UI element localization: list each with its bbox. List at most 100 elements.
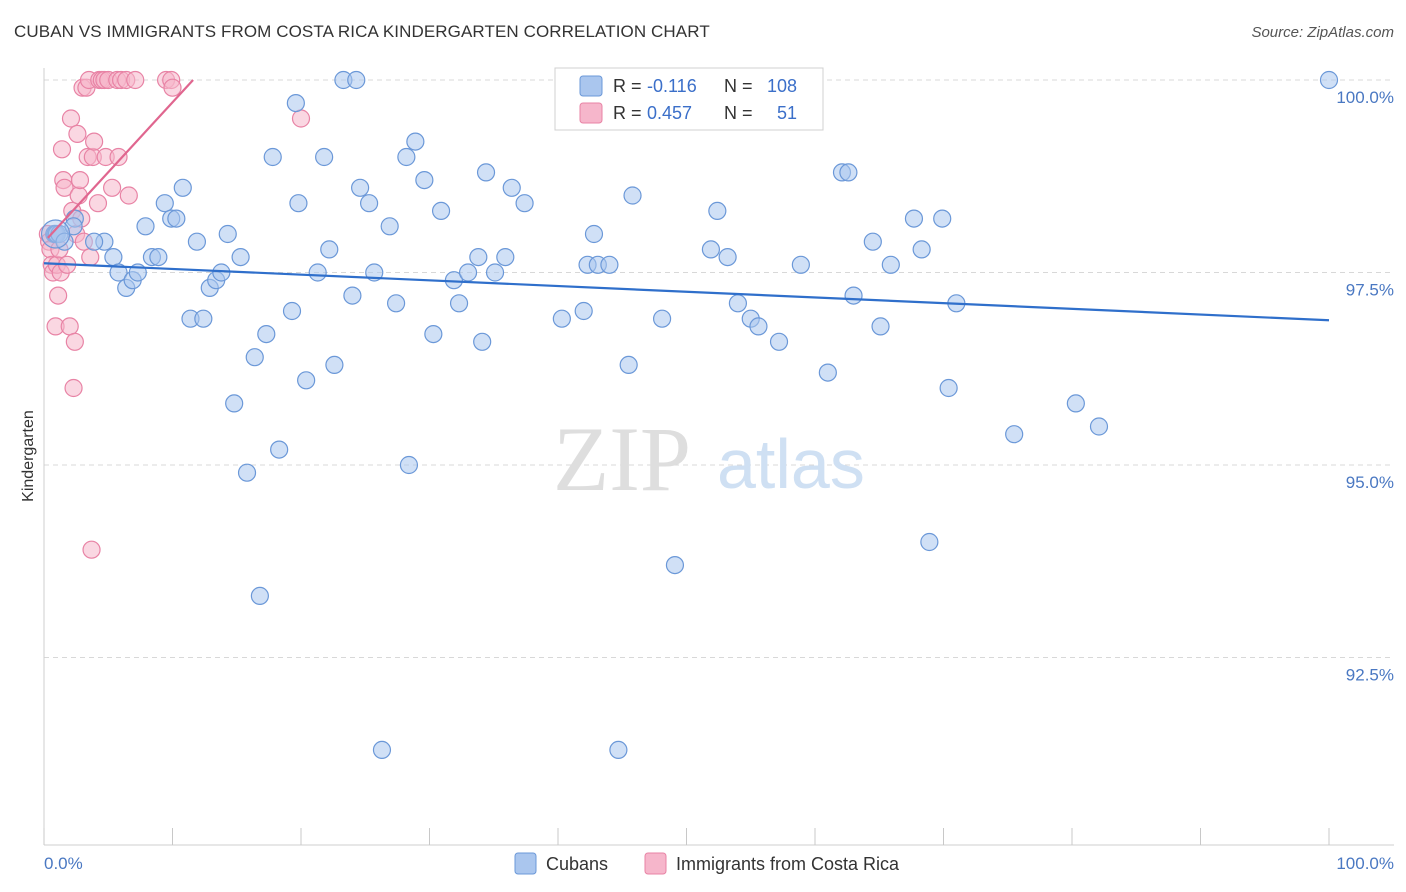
- cuban-point-53: [397, 147, 416, 167]
- cuban-point-37: [286, 93, 305, 113]
- legend-swatch-blue: [579, 75, 603, 97]
- cuban-point-23: [194, 309, 213, 328]
- costa-rica-point-49: [163, 78, 182, 97]
- cuban-point-61: [458, 263, 478, 282]
- cuban-point-32: [250, 586, 269, 606]
- cuban-point-82: [718, 248, 737, 267]
- cuban-point-99: [939, 378, 958, 398]
- legend-n-value-2: 51: [777, 103, 797, 123]
- bottom-legend-swatch-cubans: [514, 852, 537, 875]
- legend-swatch-pink: [579, 102, 603, 124]
- cuban-point-14: [136, 217, 155, 236]
- cuban-point-8: [85, 232, 104, 251]
- cuban-point-104: [1319, 70, 1339, 90]
- cuban-point-17: [155, 194, 174, 213]
- cuban-point-96: [912, 240, 931, 259]
- cuban-point-103: [1089, 417, 1109, 436]
- cuban-point-79: [665, 555, 685, 575]
- cuban-point-64: [476, 163, 496, 182]
- source-label: Source: ZipAtlas.com: [1251, 24, 1394, 41]
- x-tick-label-max: 100.0%: [1336, 854, 1394, 873]
- legend-r-label-1: R =: [613, 76, 642, 96]
- cuban-point-87: [791, 255, 810, 274]
- cuban-point-36: [282, 301, 302, 321]
- watermark-atlas: atlas: [717, 425, 865, 503]
- cuban-point-63: [473, 332, 492, 351]
- cuban-point-65: [485, 263, 505, 282]
- costa-rica-point-23: [70, 171, 90, 190]
- y-tick-label-0: 100.0%: [1336, 88, 1394, 107]
- y-tick-labels: 100.0% 97.5% 95.0% 92.5%: [1336, 88, 1394, 685]
- cuban-point-57: [424, 325, 443, 344]
- watermark-zip: ZIP: [553, 408, 691, 510]
- cuban-point-93: [871, 317, 890, 336]
- cuban-point-50: [372, 740, 392, 760]
- cuban-point-40: [308, 263, 327, 282]
- cuban-point-45: [343, 286, 362, 305]
- cuban-point-78: [652, 309, 672, 328]
- cuban-point-16: [149, 248, 168, 267]
- legend-n-label-2: N =: [724, 103, 753, 123]
- cuban-point-77: [623, 186, 642, 205]
- cuban-point-74: [600, 255, 619, 274]
- chart-title: CUBAN VS IMMIGRANTS FROM COSTA RICA KIND…: [14, 22, 710, 41]
- x-tick-marks: [43, 828, 1330, 845]
- costa-rica-point-13: [55, 178, 74, 197]
- cuban-point-94: [881, 255, 900, 274]
- cuban-point-28: [225, 394, 244, 413]
- cuban-point-9: [104, 248, 123, 267]
- bottom-legend-label-cubans: Cubans: [546, 854, 608, 874]
- cuban-point-68: [515, 194, 534, 213]
- cuban-point-90: [839, 163, 858, 182]
- costa-rica-point-19: [65, 332, 84, 351]
- cuban-point-10: [109, 263, 128, 282]
- costa-rica-point-34: [88, 194, 108, 213]
- bottom-legend-swatch-costa-rica: [644, 852, 667, 875]
- costa-rica-points: [38, 70, 311, 559]
- cuban-point-69: [552, 309, 571, 328]
- bottom-legend-label-costa-rica: Immigrants from Costa Rica: [676, 854, 900, 874]
- cuban-point-81: [708, 201, 727, 220]
- cuban-point-88: [818, 363, 837, 382]
- gridlines: [44, 79, 1394, 658]
- cuban-point-85: [749, 317, 768, 336]
- costa-rica-trend-line: [47, 79, 194, 239]
- cuban-point-38: [289, 194, 308, 213]
- axes: [43, 68, 1394, 846]
- cuban-point-70: [574, 301, 593, 321]
- stats-legend: R = -0.116 N = 108 R = 0.457 N = 51: [554, 67, 824, 131]
- costa-rica-point-50: [291, 109, 311, 128]
- cuban-point-33: [257, 325, 276, 344]
- cuban-point-83: [728, 294, 748, 313]
- trend-lines: [43, 79, 1330, 322]
- costa-rica-point-11: [52, 140, 72, 159]
- cuban-point-54: [399, 455, 419, 475]
- cuban-point-80: [701, 240, 721, 259]
- y-tick-label-2: 95.0%: [1346, 473, 1394, 492]
- cuban-point-20: [173, 178, 192, 197]
- costa-rica-point-46: [126, 70, 145, 90]
- costa-rica-point-40: [103, 178, 122, 197]
- y-tick-label-3: 92.5%: [1346, 666, 1394, 685]
- cuban-point-29: [231, 248, 250, 267]
- cuban-points: [40, 70, 1339, 760]
- costa-rica-point-8: [49, 286, 68, 305]
- cuban-point-42: [320, 240, 339, 259]
- cuban-point-95: [904, 209, 924, 228]
- cuban-point-98: [933, 209, 952, 228]
- costa-rica-point-33: [85, 132, 104, 151]
- legend-n-label-1: N =: [724, 76, 753, 96]
- cuban-point-55: [406, 132, 425, 151]
- cuban-point-102: [1066, 394, 1085, 413]
- cuban-point-43: [325, 355, 344, 374]
- costa-rica-point-21: [68, 124, 87, 143]
- cuban-point-62: [469, 248, 488, 267]
- cuban-point-56: [415, 171, 434, 190]
- cuban-point-67: [502, 178, 521, 197]
- cuban-point-97: [920, 532, 939, 552]
- x-tick-label-min: 0.0%: [44, 854, 83, 873]
- cuban-point-51: [380, 217, 399, 236]
- cuban-point-31: [245, 348, 264, 367]
- cuban-point-58: [431, 201, 451, 220]
- costa-rica-point-42: [109, 147, 128, 167]
